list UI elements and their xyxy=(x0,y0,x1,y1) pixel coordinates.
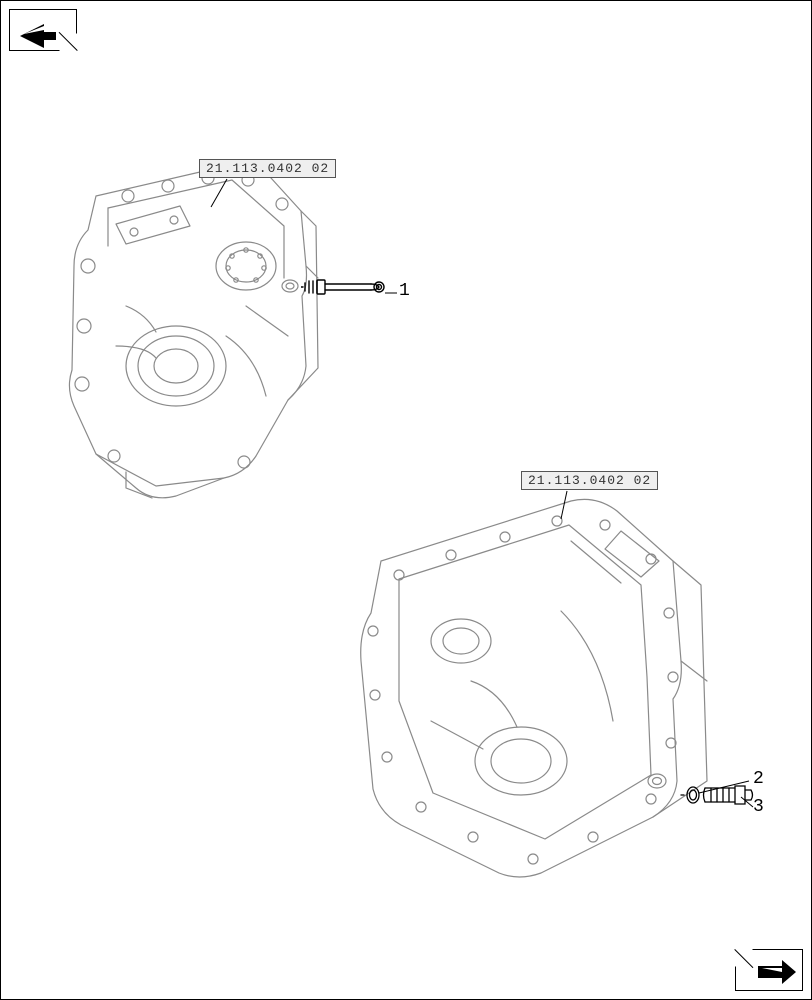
page: 21.113.0402 02 21.113.0402 02 1 2 3 xyxy=(0,0,812,1000)
callout-3: 3 xyxy=(753,797,764,817)
callout-1: 1 xyxy=(399,281,410,301)
callout-2: 2 xyxy=(753,769,764,789)
leader-lines xyxy=(1,1,812,1000)
